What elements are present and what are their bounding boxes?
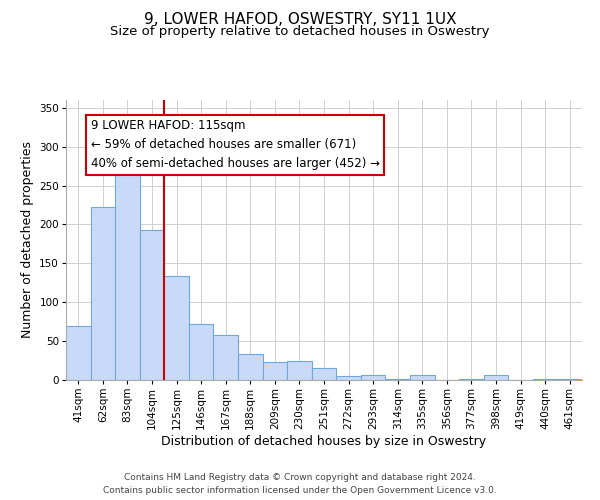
Bar [557,379,582,380]
Bar [361,374,385,380]
Y-axis label: Number of detached properties: Number of detached properties [21,142,34,338]
Bar [238,354,263,380]
Bar [287,360,312,380]
Bar [66,326,91,380]
Text: Contains HM Land Registry data © Crown copyright and database right 2024.
Contai: Contains HM Land Registry data © Crown c… [103,474,497,495]
Bar [91,206,115,380]
Bar [164,276,189,380]
Bar [533,379,557,380]
Bar [115,163,140,380]
Text: 9 LOWER HAFOD: 115sqm
← 59% of detached houses are smaller (671)
40% of semi-det: 9 LOWER HAFOD: 115sqm ← 59% of detached … [91,120,380,170]
Bar [459,379,484,380]
Bar [484,376,508,380]
Bar [263,362,287,380]
Text: Size of property relative to detached houses in Oswestry: Size of property relative to detached ho… [110,25,490,38]
Bar [189,324,214,380]
Text: 9, LOWER HAFOD, OSWESTRY, SY11 1UX: 9, LOWER HAFOD, OSWESTRY, SY11 1UX [143,12,457,28]
Bar [410,376,434,380]
Bar [336,376,361,380]
Bar [214,335,238,380]
Bar [312,368,336,380]
Bar [385,379,410,380]
X-axis label: Distribution of detached houses by size in Oswestry: Distribution of detached houses by size … [161,434,487,448]
Bar [140,230,164,380]
